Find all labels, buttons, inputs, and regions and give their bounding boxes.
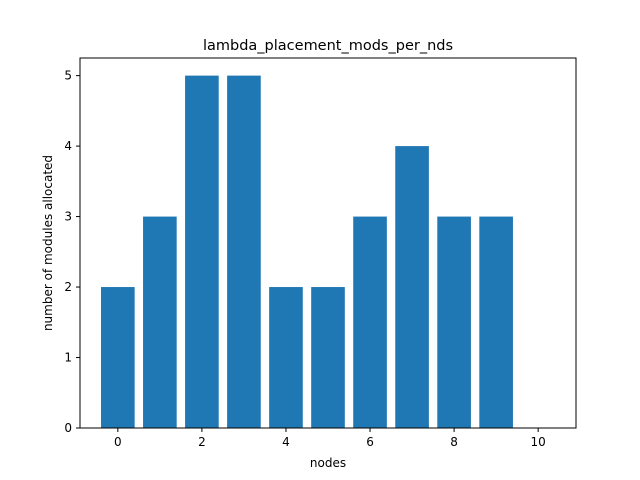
y-tick-label: 0 bbox=[64, 421, 72, 435]
y-tick-label: 2 bbox=[64, 280, 72, 294]
x-axis-label: nodes bbox=[310, 456, 346, 470]
x-tick-label: 2 bbox=[198, 435, 206, 449]
x-axis-ticks: 0 2 4 6 8 10 bbox=[114, 428, 546, 449]
bar-node-0 bbox=[101, 287, 135, 428]
y-tick-label: 1 bbox=[64, 351, 72, 365]
bar-node-6 bbox=[353, 216, 387, 428]
x-tick-label: 8 bbox=[450, 435, 458, 449]
bar-node-2 bbox=[185, 75, 219, 428]
x-tick-label: 0 bbox=[114, 435, 122, 449]
bar-node-3 bbox=[227, 75, 261, 428]
bar-node-7 bbox=[395, 146, 429, 428]
plot-frame bbox=[79, 57, 577, 429]
chart-title: lambda_placement_mods_per_nds bbox=[203, 38, 453, 54]
y-tick-label: 4 bbox=[64, 139, 72, 153]
bar-node-8 bbox=[437, 216, 471, 428]
y-tick-label: 5 bbox=[64, 69, 72, 83]
y-tick-label: 3 bbox=[64, 210, 72, 224]
bar-node-4 bbox=[269, 287, 303, 428]
bars-group bbox=[101, 75, 513, 428]
x-tick-label: 4 bbox=[282, 435, 290, 449]
bar-node-1 bbox=[143, 216, 177, 428]
bar-node-9 bbox=[479, 216, 513, 428]
x-tick-label: 10 bbox=[531, 435, 546, 449]
x-tick-label: 6 bbox=[366, 435, 374, 449]
y-axis-label: number of modules allocated bbox=[41, 155, 55, 331]
y-axis-ticks: 0 1 2 3 4 5 bbox=[64, 69, 80, 435]
bar-node-5 bbox=[311, 287, 345, 428]
